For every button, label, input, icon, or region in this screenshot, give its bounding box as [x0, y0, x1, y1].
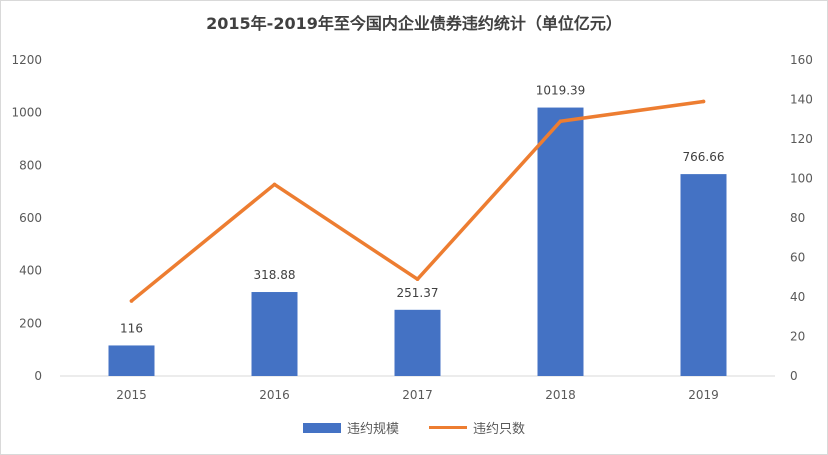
- line-point: [701, 99, 706, 104]
- legend-swatch-bar: [302, 422, 341, 433]
- chart-axes: 0 200 400 600 800 1000 1200 0 20 40 60 80 100 120 140 1…: [11, 53, 812, 402]
- legend-item-bar: 违约规模: [302, 418, 399, 437]
- bar: [537, 107, 584, 376]
- bar-data-label: 1019.39: [536, 84, 586, 98]
- bar-series: [108, 107, 727, 376]
- y-right-tick-label: 40: [790, 290, 805, 304]
- y-right-tick-label: 20: [790, 330, 805, 344]
- y-left-tick-label: 1000: [11, 106, 42, 120]
- bar: [394, 309, 441, 376]
- bar: [680, 174, 727, 376]
- x-tick-label: 2017: [402, 388, 433, 402]
- y-right-tick-label: 80: [790, 211, 805, 225]
- line-series: [129, 99, 706, 303]
- y-right-tick-label: 0: [790, 369, 798, 383]
- y-left-tick-label: 200: [19, 316, 42, 330]
- y-right-tick-label: 60: [790, 251, 805, 265]
- line-point: [415, 277, 420, 282]
- legend: 违约规模 违约只数: [0, 418, 828, 437]
- bar-data-label: 318.88: [254, 268, 296, 282]
- y-right-tick-label: 120: [790, 132, 813, 146]
- legend-swatch-line: [429, 426, 467, 429]
- bar: [251, 292, 298, 376]
- bar: [108, 345, 155, 376]
- line-point: [558, 119, 563, 124]
- x-tick-label: 2015: [116, 388, 147, 402]
- bar-data-label: 766.66: [683, 150, 725, 164]
- y-left-tick-label: 400: [19, 264, 42, 278]
- legend-label-bar: 违约规模: [346, 422, 399, 437]
- y-right-tick-label: 140: [790, 93, 813, 107]
- x-tick-label: 2019: [688, 388, 719, 402]
- legend-label-line: 违约只数: [473, 422, 526, 437]
- y-left-tick-label: 0: [34, 369, 42, 383]
- line-point: [129, 299, 134, 303]
- y-right-tick-label: 160: [790, 53, 813, 67]
- line-path: [129, 99, 706, 303]
- chart-title: 2015年-2019年至今国内企业债券违约统计（单位亿元）: [206, 14, 622, 33]
- bar-data-label: 116: [120, 321, 143, 335]
- y-left-tick-label: 800: [19, 158, 42, 172]
- legend-item-line: 违约只数: [429, 418, 525, 437]
- y-left-tick-label: 1200: [11, 53, 42, 67]
- x-tick-label: 2018: [545, 388, 576, 402]
- x-tick-label: 2016: [259, 388, 290, 402]
- line-point: [272, 182, 277, 187]
- bar-data-label: 251.37: [397, 286, 439, 300]
- data-labels: 116 318.88 251.37 1019.39 766.66: [120, 84, 724, 336]
- y-left-tick-label: 600: [19, 211, 42, 225]
- y-right-tick-label: 100: [790, 172, 813, 186]
